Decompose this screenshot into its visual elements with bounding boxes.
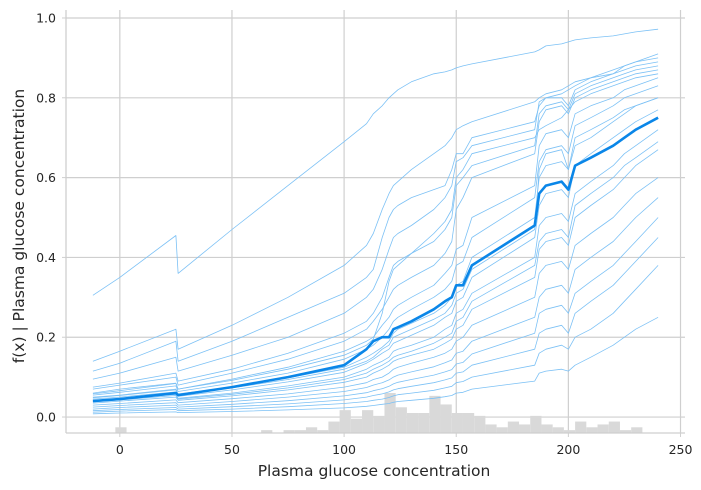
histogram-bar bbox=[339, 410, 351, 433]
histogram-bar bbox=[619, 430, 632, 433]
ice-line-4 bbox=[92, 61, 659, 380]
ice-line-5 bbox=[92, 65, 659, 388]
histogram-bar bbox=[575, 421, 587, 433]
y-tick-label: 0.4 bbox=[36, 250, 56, 265]
average-line bbox=[92, 116, 659, 403]
ice-line-2 bbox=[92, 53, 659, 362]
y-tick-label: 0.8 bbox=[36, 90, 56, 105]
histogram bbox=[115, 393, 643, 433]
histogram-bar bbox=[384, 393, 396, 433]
x-tick-label: 200 bbox=[556, 442, 580, 457]
x-axis-ticks: 0 50 100 150 200 250 bbox=[116, 433, 693, 457]
ice-line-11 bbox=[92, 129, 659, 402]
histogram-bar bbox=[541, 424, 553, 433]
histogram-bar bbox=[451, 413, 463, 433]
histogram-bar bbox=[429, 395, 441, 433]
x-axis-title: Plasma glucose concentration bbox=[258, 462, 491, 480]
y-axis-title: f(x) | Plasma glucose concentration bbox=[10, 89, 28, 363]
histogram-bar bbox=[406, 413, 419, 433]
ice-line-7 bbox=[92, 77, 659, 394]
histogram-bar bbox=[440, 404, 452, 433]
histogram-bar bbox=[485, 424, 497, 433]
histogram-bar bbox=[586, 427, 598, 433]
histogram-bar bbox=[305, 427, 318, 433]
x-tick-label: 50 bbox=[224, 442, 240, 457]
ice-line-18 bbox=[92, 316, 659, 415]
ice-line-6 bbox=[92, 69, 659, 390]
histogram-bar bbox=[474, 415, 486, 433]
histogram-bar bbox=[317, 430, 329, 433]
y-tick-label: 0.0 bbox=[36, 410, 56, 425]
ice-line-8 bbox=[92, 85, 659, 396]
ice-line-1 bbox=[92, 28, 659, 296]
y-tick-label: 1.0 bbox=[36, 10, 56, 25]
ice-line-20 bbox=[92, 97, 659, 399]
histogram-bar bbox=[462, 413, 475, 433]
histogram-bar bbox=[608, 421, 620, 433]
histogram-bar bbox=[373, 415, 385, 433]
histogram-bar bbox=[115, 427, 127, 433]
ice-line-17 bbox=[92, 265, 659, 413]
histogram-bar bbox=[395, 407, 407, 433]
ice-lines bbox=[92, 28, 659, 415]
y-tick-label: 0.2 bbox=[36, 330, 56, 345]
histogram-bar bbox=[496, 427, 508, 433]
histogram-bar bbox=[283, 430, 295, 433]
histogram-bar bbox=[328, 421, 340, 433]
histogram-bar bbox=[362, 410, 374, 433]
histogram-bar bbox=[631, 427, 643, 433]
histogram-bar bbox=[261, 430, 273, 433]
x-tick-label: 100 bbox=[332, 442, 356, 457]
ice-line-12 bbox=[92, 149, 659, 404]
ice-line-13 bbox=[92, 177, 659, 406]
grid bbox=[66, 10, 685, 433]
x-tick-label: 0 bbox=[116, 442, 124, 457]
axes-spines bbox=[65, 10, 685, 434]
histogram-bar bbox=[597, 424, 609, 433]
y-axis-ticks: 0.0 0.2 0.4 0.6 0.8 1.0 bbox=[36, 10, 66, 425]
y-tick-label: 0.6 bbox=[36, 170, 56, 185]
ice-line-15 bbox=[92, 217, 659, 410]
ice-line-3 bbox=[92, 57, 659, 372]
ice-line-16 bbox=[92, 237, 659, 412]
histogram-bar bbox=[350, 418, 363, 433]
histogram-bar bbox=[507, 421, 520, 433]
histogram-bar bbox=[552, 427, 564, 433]
histogram-bar bbox=[294, 430, 306, 433]
x-tick-label: 150 bbox=[444, 442, 468, 457]
histogram-bar bbox=[519, 424, 531, 433]
x-tick-label: 250 bbox=[669, 442, 693, 457]
ice-line-14 bbox=[92, 197, 659, 408]
histogram-bar bbox=[418, 413, 430, 433]
ice-line-19 bbox=[92, 73, 659, 395]
ice-line-21 bbox=[92, 141, 659, 403]
histogram-bar bbox=[563, 430, 576, 433]
ice-line-9 bbox=[92, 97, 659, 398]
histogram-bar bbox=[530, 415, 542, 433]
